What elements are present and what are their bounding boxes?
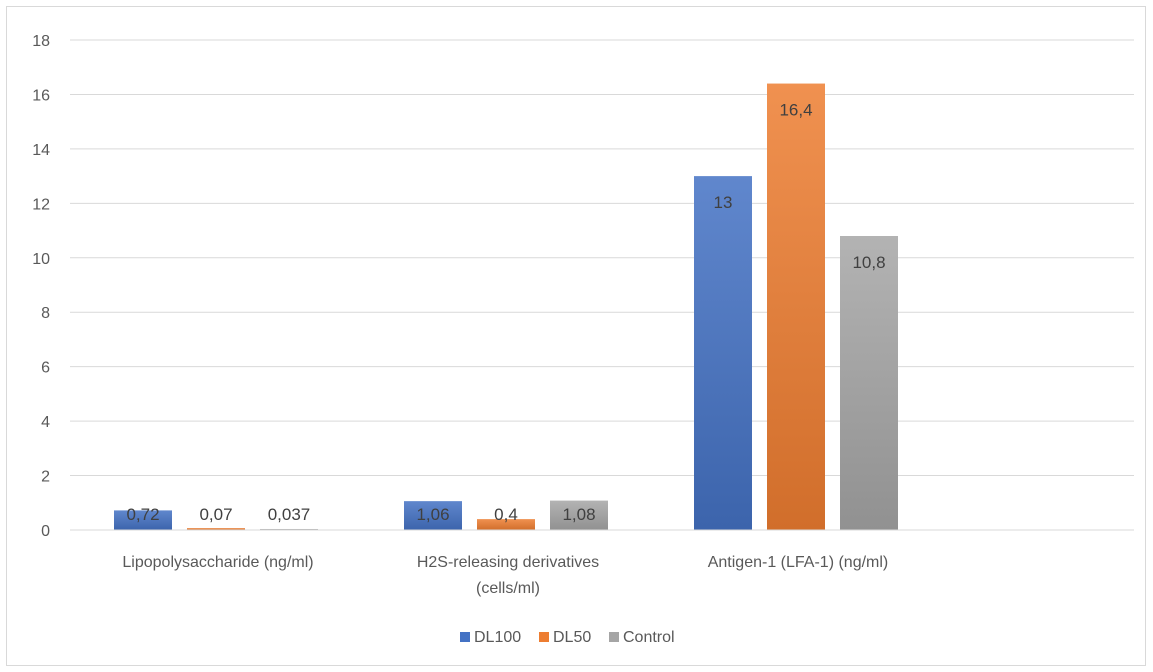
data-label: 0,037 (268, 505, 311, 524)
bar-control (550, 500, 608, 530)
y-tick-label: 18 (32, 33, 50, 50)
data-label: 1,08 (562, 505, 595, 524)
y-tick-label: 12 (32, 196, 50, 213)
bar-dl100 (114, 510, 172, 530)
legend-swatch (460, 632, 470, 642)
legend-swatch (539, 632, 549, 642)
bar-dl50 (767, 83, 825, 531)
bar-control (260, 528, 318, 530)
data-label: 1,06 (416, 505, 449, 524)
bar-dl50 (477, 519, 535, 530)
data-label: 13 (714, 193, 733, 212)
y-tick-label: 8 (41, 305, 50, 322)
chart-frame (6, 6, 1146, 666)
legend: DL100 DL50 Control (460, 629, 675, 646)
data-label: 16,4 (779, 101, 812, 120)
data-label: 10,8 (852, 253, 885, 272)
x-category-label: Lipopolysaccharide (ng/ml) (122, 554, 313, 571)
y-axis: 0 2 4 6 8 10 12 14 16 18 (32, 33, 50, 540)
legend-swatch (609, 632, 619, 642)
bars: 0,72 0,07 0,037 1,06 0,4 1,08 13 16,4 10,8 (114, 83, 898, 531)
bar-dl50 (187, 528, 245, 530)
legend-label: DL100 (474, 629, 521, 646)
y-tick-label: 10 (32, 251, 50, 268)
legend-label: Control (623, 629, 675, 646)
bar-dl100 (694, 176, 752, 530)
y-tick-label: 14 (32, 142, 50, 159)
gridlines (70, 39, 1134, 531)
bar-dl100 (404, 501, 462, 530)
x-category-label: H2S-releasing derivatives (417, 554, 599, 571)
bar-control (840, 236, 898, 530)
y-tick-label: 0 (41, 523, 50, 540)
y-tick-label: 2 (41, 469, 50, 486)
legend-label: DL50 (553, 629, 591, 646)
y-tick-label: 16 (32, 87, 50, 104)
x-category-label: (cells/ml) (476, 580, 540, 597)
data-label: 0,4 (494, 505, 518, 524)
x-category-label: Antigen-1 (LFA-1) (ng/ml) (708, 554, 889, 571)
data-label: 0,72 (126, 505, 159, 524)
x-axis: Lipopolysaccharide (ng/ml) H2S-releasing … (70, 529, 1134, 597)
y-tick-label: 6 (41, 360, 50, 377)
y-tick-label: 4 (41, 414, 50, 431)
data-label: 0,07 (199, 505, 232, 524)
